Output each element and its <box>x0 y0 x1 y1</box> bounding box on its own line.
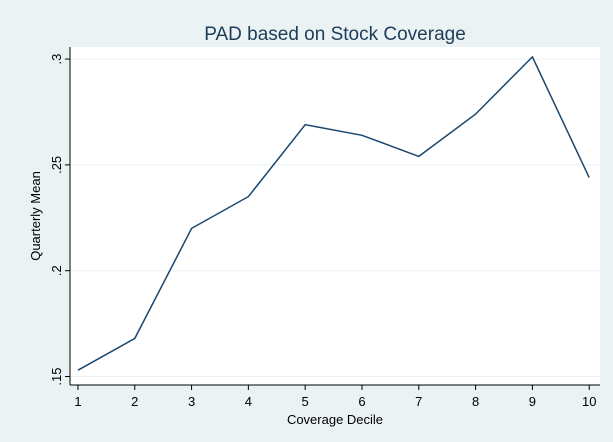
chart-title: PAD based on Stock Coverage <box>204 24 466 45</box>
x-tick-label: 10 <box>582 394 596 409</box>
x-tick-label: 4 <box>245 394 252 409</box>
x-axis-label: Coverage Decile <box>287 412 383 427</box>
x-tick-label: 7 <box>415 394 422 409</box>
y-tick-label: .25 <box>49 156 64 174</box>
x-tick-label: 3 <box>188 394 195 409</box>
y-tick-label: .3 <box>49 54 64 65</box>
x-tick-label: 6 <box>358 394 365 409</box>
x-tick-label: 5 <box>302 394 309 409</box>
plot-area <box>70 47 600 385</box>
x-tick-label: 2 <box>131 394 138 409</box>
x-tick-label: 1 <box>74 394 81 409</box>
y-tick-label: .2 <box>49 265 64 276</box>
x-tick-label: 8 <box>472 394 479 409</box>
x-tick-label: 9 <box>529 394 536 409</box>
line <box>77 55 590 371</box>
y-axis-label: Quarterly Mean <box>28 171 43 261</box>
y-tick-label: .15 <box>49 367 64 385</box>
